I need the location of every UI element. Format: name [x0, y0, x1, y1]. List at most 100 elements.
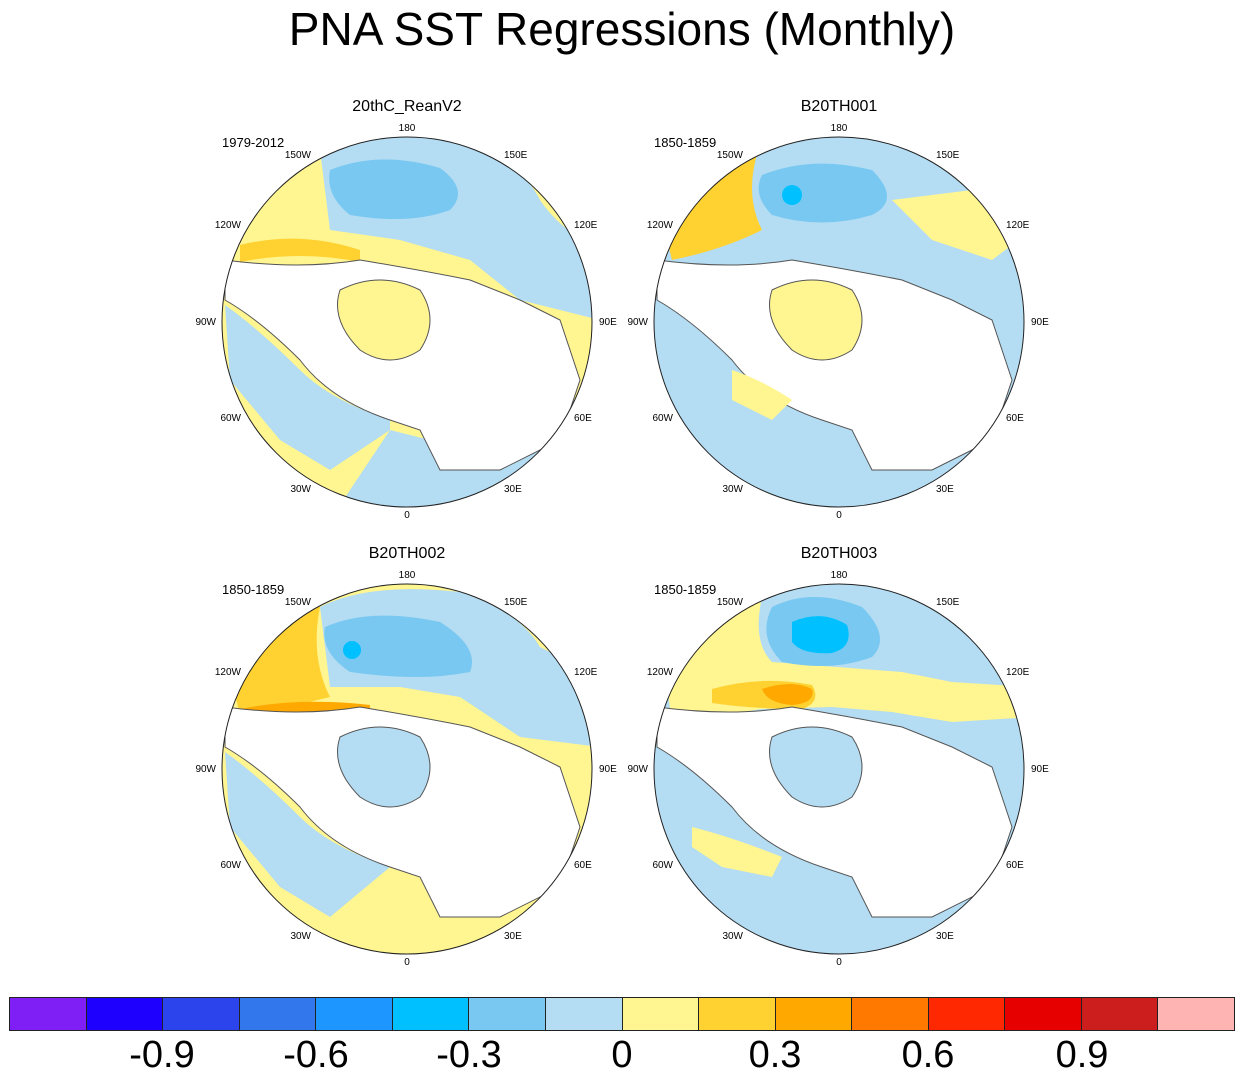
lon-label-90W: 90W: [627, 317, 648, 328]
lon-label-0: 0: [404, 957, 410, 968]
panel-period: 1850-1859: [222, 582, 284, 597]
gulf-of-alaska-positive-anomaly: [225, 607, 330, 717]
north-atlantic-negative-anomaly: [225, 305, 390, 470]
lon-label-90W: 90W: [627, 764, 648, 775]
north-pacific-strong-anomaly: [792, 616, 849, 654]
figure-title: PNA SST Regressions (Monthly): [288, 3, 956, 55]
lon-label-60W: 60W: [652, 860, 673, 871]
panel-period: 1979-2012: [222, 135, 284, 150]
lon-label-120E: 120E: [574, 667, 598, 678]
lon-label-150E: 150E: [504, 597, 528, 608]
lon-label-60E: 60E: [1006, 413, 1024, 424]
lon-label-30W: 30W: [722, 484, 743, 495]
lon-label-60W: 60W: [220, 413, 241, 424]
colorbar-swatch-10: [774, 997, 853, 1031]
panel-period: 1850-1859: [654, 135, 716, 150]
colorbar-tick-label: -0.3: [436, 1034, 502, 1076]
colorbar-tick-label: 0.3: [748, 1034, 802, 1076]
lon-label-90E: 90E: [1031, 764, 1049, 775]
colorbar-swatch-0: [9, 997, 87, 1031]
map-panel-2: B20TH001 1850-1859 180 150E 120E 90E 60E…: [627, 98, 1049, 521]
colorbar-tick-label: 0: [611, 1034, 633, 1076]
lon-label-90E: 90E: [599, 317, 617, 328]
north-pacific-core-anomaly: [324, 615, 472, 677]
gulf-of-alaska-positive-anomaly: [657, 140, 762, 260]
lon-label-90W: 90W: [195, 317, 216, 328]
map-panel-3: B20TH002 1850-1859 180 150E 120E 90E 60E…: [195, 545, 617, 968]
lon-label-0: 0: [404, 510, 410, 521]
colorbar-tick-label: 0.9: [1055, 1034, 1109, 1076]
lon-label-150W: 150W: [285, 597, 312, 608]
colorbar-swatch-5: [391, 997, 470, 1031]
lon-label-30W: 30W: [722, 931, 743, 942]
lon-label-30E: 30E: [936, 931, 954, 942]
north-atlantic-positive-anomaly: [692, 827, 782, 877]
north-pacific-strong-anomaly: [343, 641, 361, 659]
lon-label-150E: 150E: [504, 150, 528, 161]
colorbar-tick-label: -0.6: [283, 1034, 349, 1076]
panel-title: B20TH001: [801, 98, 878, 115]
colorbar-swatch-12: [927, 997, 1006, 1031]
lon-label-120W: 120W: [647, 220, 674, 231]
north-atlantic-positive-anomaly: [732, 370, 792, 420]
lon-label-30W: 30W: [290, 931, 311, 942]
colorbar-swatch-9: [698, 997, 776, 1031]
lon-label-180: 180: [831, 570, 848, 581]
arctic-ocean-positive-anomaly: [769, 279, 863, 361]
lon-label-150W: 150W: [285, 150, 312, 161]
map-panel-1: 20thC_ReanV2 1979-2012 180 150E 120E 90E…: [195, 98, 617, 521]
arctic-ocean-negative-anomaly: [769, 726, 863, 808]
panel-period: 1850-1859: [654, 582, 716, 597]
lon-label-180: 180: [399, 123, 416, 134]
bering-strong-positive-anomaly: [762, 684, 813, 705]
lon-label-120W: 120W: [647, 667, 674, 678]
north-atlantic-negative-anomaly: [225, 752, 390, 917]
colorbar-swatch-3: [238, 997, 317, 1031]
colorbar: [9, 997, 1235, 1031]
lon-label-180: 180: [831, 123, 848, 134]
colorbar-swatch-6: [468, 997, 546, 1031]
map-boundary: [653, 583, 1025, 955]
lon-label-180: 180: [399, 570, 416, 581]
lon-label-30W: 30W: [290, 484, 311, 495]
panel-title: B20TH002: [369, 545, 446, 562]
lon-label-60E: 60E: [574, 413, 592, 424]
colorbar-tick-label: 0.6: [901, 1034, 955, 1076]
lon-label-120E: 120E: [1006, 220, 1030, 231]
lon-label-0: 0: [836, 957, 842, 968]
map-panel-4: B20TH003 1850-1859 180 150E 120E 90E 60E…: [627, 545, 1049, 968]
lon-label-120W: 120W: [215, 220, 242, 231]
lon-label-150E: 150E: [936, 597, 960, 608]
lon-label-120E: 120E: [1006, 667, 1030, 678]
colorbar-tick-label: -0.9: [129, 1034, 195, 1076]
colorbar-swatch-14: [1080, 997, 1159, 1031]
lon-label-60W: 60W: [652, 413, 673, 424]
lon-label-90E: 90E: [1031, 317, 1049, 328]
lon-label-60W: 60W: [220, 860, 241, 871]
panel-title: B20TH003: [801, 545, 878, 562]
colorbar-swatch-11: [851, 997, 929, 1031]
panel-title: 20thC_ReanV2: [352, 98, 462, 115]
lon-label-60E: 60E: [574, 860, 592, 871]
lon-label-150E: 150E: [936, 150, 960, 161]
lon-label-120E: 120E: [574, 220, 598, 231]
colorbar-swatch-4: [315, 997, 393, 1031]
gulf-of-alaska-positive-anomaly: [240, 238, 360, 262]
lon-label-150W: 150W: [717, 597, 744, 608]
colorbar-swatch-13: [1004, 997, 1082, 1031]
lon-label-90E: 90E: [599, 764, 617, 775]
lon-label-0: 0: [836, 510, 842, 521]
lon-label-30E: 30E: [936, 484, 954, 495]
north-pacific-strong-anomaly: [782, 185, 802, 205]
colorbar-swatch-7: [544, 997, 623, 1031]
colorbar-swatch-1: [85, 997, 164, 1031]
lon-label-120W: 120W: [215, 667, 242, 678]
lon-label-30E: 30E: [504, 484, 522, 495]
north-pacific-core-anomaly: [329, 159, 458, 219]
map-boundary: [653, 136, 1025, 508]
lon-label-60E: 60E: [1006, 860, 1024, 871]
colorbar-swatch-8: [621, 997, 700, 1031]
map-boundary: [221, 583, 593, 955]
lon-label-150W: 150W: [717, 150, 744, 161]
lon-label-30E: 30E: [504, 931, 522, 942]
